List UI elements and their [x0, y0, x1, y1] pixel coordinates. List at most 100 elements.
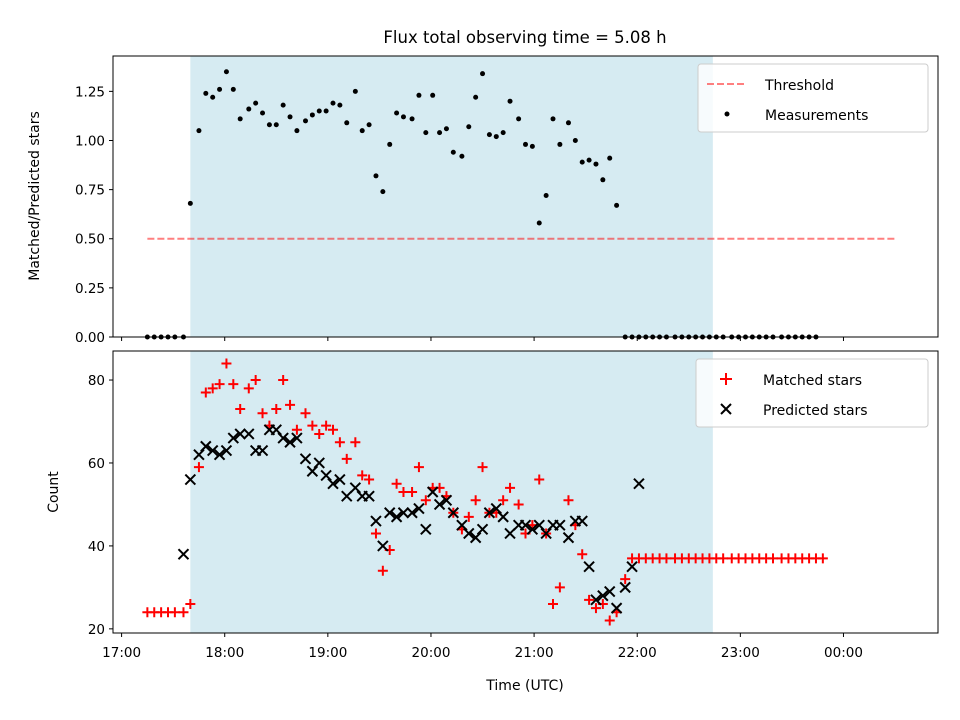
bottom-observing-span	[190, 351, 713, 633]
top-y-axis-label: Matched/Predicted stars	[27, 111, 43, 281]
matched-point	[364, 474, 375, 485]
matched-point	[584, 594, 595, 605]
measurement-point	[303, 118, 308, 124]
matched-point	[207, 383, 218, 394]
predicted-point	[540, 527, 552, 540]
measurement-point	[366, 122, 372, 128]
bottom-y-axis: 20 40 60 80	[88, 373, 113, 638]
threshold-legend-label: Threshold	[764, 78, 834, 94]
matched-point	[341, 453, 352, 464]
predicted-point	[583, 560, 595, 573]
predicted-point	[526, 523, 539, 536]
count-points	[142, 358, 828, 626]
top-x-axis	[121, 337, 844, 341]
measurement-point	[529, 143, 535, 149]
bottom-axes-frame	[112, 350, 939, 634]
matched-point	[285, 399, 296, 410]
measurement-point	[223, 69, 229, 75]
measurement-point	[203, 90, 209, 96]
measurement-point	[230, 86, 236, 92]
predicted-point	[377, 540, 389, 552]
measurement-point	[507, 98, 513, 104]
predicted-point	[519, 519, 532, 531]
predicted-point	[334, 473, 346, 486]
predicted-point	[270, 424, 282, 436]
matched-point	[214, 379, 225, 390]
matched-point	[169, 607, 180, 618]
measurement-point	[543, 193, 549, 199]
matched-point	[257, 408, 268, 419]
measurement-point	[550, 116, 556, 122]
predicted-legend-label: Predicted stars	[763, 403, 868, 419]
predicted-point	[604, 585, 616, 598]
matched-legend-label: Matched stars	[763, 373, 862, 389]
predicted-point	[554, 519, 566, 531]
measurement-point	[437, 130, 443, 136]
predicted-point	[284, 436, 296, 448]
measurement-point	[260, 110, 266, 116]
x-tick-label: 21:00	[515, 645, 554, 661]
measurement-point	[217, 86, 223, 92]
measurement-point	[246, 106, 252, 112]
predicted-point	[313, 457, 325, 469]
measurements-legend-label: Measurements	[765, 108, 868, 124]
predicted-point	[420, 523, 432, 536]
matched-point	[398, 487, 409, 497]
matched-point	[534, 474, 545, 485]
matched-point	[321, 420, 332, 431]
matched-point	[420, 495, 431, 506]
measurement-point	[394, 110, 400, 116]
matched-point	[590, 603, 601, 614]
matched-point	[391, 478, 402, 489]
measurement-point	[400, 114, 406, 120]
measurement-point	[266, 122, 272, 128]
predicted-point	[213, 448, 226, 461]
measurement-point	[237, 116, 243, 122]
matched-point	[185, 598, 196, 609]
bottom-y-tick-label: 60	[88, 456, 105, 472]
measurement-point	[344, 120, 350, 126]
measurement-point	[309, 112, 315, 118]
predicted-point	[406, 507, 418, 519]
matched-point	[228, 379, 239, 390]
matched-point	[718, 553, 729, 564]
predicted-point	[456, 519, 468, 531]
predicted-point	[277, 432, 289, 444]
measurement-point	[210, 94, 216, 100]
measurement-point	[536, 220, 542, 226]
predicted-point	[576, 515, 588, 527]
predicted-point	[320, 469, 332, 482]
measurement-point	[516, 116, 522, 122]
measurement-point	[280, 102, 286, 108]
predicted-point	[469, 531, 482, 544]
predicted-point	[291, 432, 303, 444]
predicted-point	[463, 527, 475, 540]
predicted-legend-swatch	[720, 403, 732, 415]
top-y-tick-label: 0.00	[75, 330, 105, 346]
matched-point	[413, 462, 424, 473]
measurement-point	[459, 153, 465, 159]
measurements-legend-swatch	[724, 111, 730, 117]
predicted-point	[413, 502, 425, 515]
predicted-point	[370, 515, 382, 527]
measurement-point	[557, 141, 563, 147]
matched-point	[357, 470, 368, 481]
matched-legend-swatch	[720, 373, 732, 385]
measurement-point	[273, 122, 279, 128]
predicted-point	[426, 486, 439, 498]
top-observing-span	[190, 56, 713, 337]
predicted-point	[440, 494, 453, 507]
predicted-point	[504, 527, 516, 540]
predicted-point	[633, 477, 645, 490]
measurement-point	[473, 94, 479, 100]
x-axis-label: Time (UTC)	[485, 678, 563, 694]
predicted-point	[497, 511, 509, 523]
predicted-point	[193, 448, 205, 461]
predicted-point	[177, 548, 190, 560]
predicted-point	[327, 477, 339, 490]
matched-point	[271, 404, 282, 415]
predicted-point	[349, 482, 362, 494]
measurement-point	[409, 116, 415, 122]
matched-point	[513, 499, 524, 510]
measurement-point	[607, 155, 613, 161]
